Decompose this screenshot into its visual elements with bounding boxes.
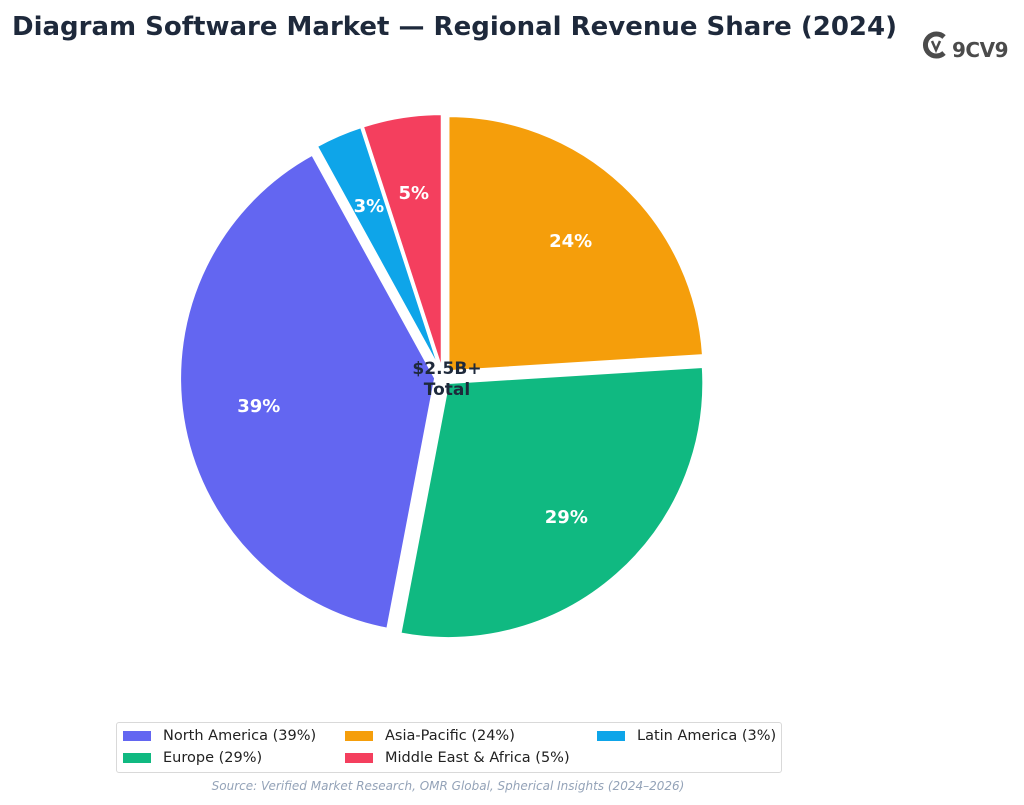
chart-title: Diagram Software Market — Regional Reven… (12, 12, 897, 42)
source-note: Source: Verified Market Research, OMR Gl… (211, 779, 685, 793)
pie-slice-label: 24% (549, 231, 592, 252)
legend-item-middle-east-africa: Middle East & Africa (5%) (345, 750, 570, 766)
pie-slice-label: 29% (545, 507, 588, 528)
chart-legend: North America (39%) Asia-Pacific (24%) L… (116, 722, 782, 773)
legend-label: Europe (29%) (163, 750, 263, 766)
pie-slice-europe (399, 365, 705, 639)
pie-slices (179, 113, 705, 639)
pie-slice-label: 39% (237, 396, 280, 417)
center-total-label: Total (424, 380, 470, 400)
legend-item-asia-pacific: Asia-Pacific (24%) (345, 728, 515, 744)
center-total-value: $2.5B+ (412, 359, 481, 379)
pie-slice-label: 3% (354, 196, 385, 217)
legend-swatch (345, 731, 373, 741)
pie-slice-latin-america (315, 125, 441, 371)
pie-slice-label: 5% (399, 183, 430, 204)
legend-swatch (345, 753, 373, 763)
legend-label: North America (39%) (163, 728, 317, 744)
legend-item-north-america: North America (39%) (123, 728, 316, 744)
legend-swatch (123, 753, 151, 763)
pie-slice-north-america (179, 153, 437, 630)
legend-item-latin-america: Latin America (3%) (597, 728, 776, 744)
pie-chart: 24% 29% 39% 3% 5% $2.5B+ Total (179, 113, 705, 639)
legend-item-europe: Europe (29%) (123, 750, 262, 766)
pie-slice-middle-east-africa (361, 113, 443, 370)
legend-swatch (123, 731, 151, 741)
pie-slice-asia-pacific (447, 115, 705, 373)
brand-logo: 9CV9 (922, 26, 1016, 66)
legend-label: Asia-Pacific (24%) (385, 728, 515, 744)
9cv9-logo-icon (923, 31, 946, 59)
logo-text: 9CV9 (952, 38, 1009, 62)
legend-label: Latin America (3%) (637, 728, 777, 744)
legend-label: Middle East & Africa (5%) (385, 750, 570, 766)
pie-slice-labels: 24% 29% 39% 3% 5% (237, 183, 592, 528)
legend-swatch (597, 731, 625, 741)
